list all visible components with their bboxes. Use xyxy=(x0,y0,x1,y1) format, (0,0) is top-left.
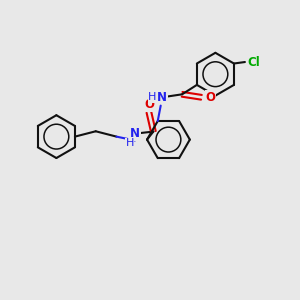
Text: Cl: Cl xyxy=(248,56,260,68)
Text: O: O xyxy=(205,91,215,104)
Text: N: N xyxy=(130,127,140,140)
Text: O: O xyxy=(144,98,154,111)
Text: H: H xyxy=(125,139,134,148)
Text: N: N xyxy=(157,91,167,104)
Text: H: H xyxy=(148,92,157,102)
